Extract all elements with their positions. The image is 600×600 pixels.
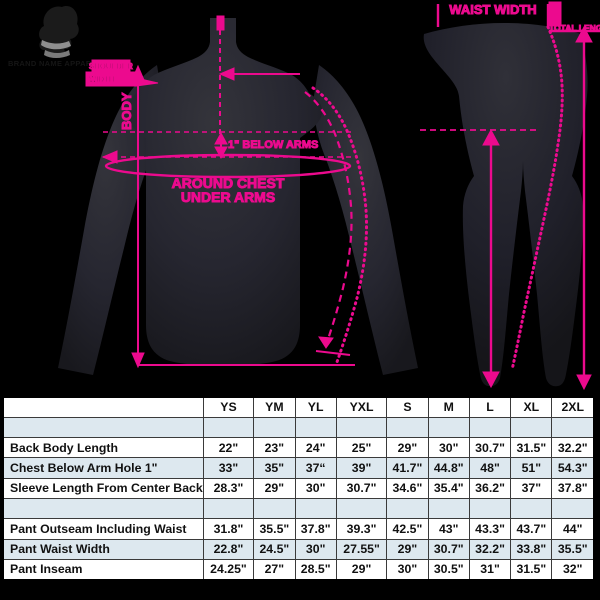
svg-text:WIDTH: WIDTH <box>89 75 115 84</box>
svg-text:BODY: BODY <box>119 92 134 130</box>
svg-text:SHOULDER: SHOULDER <box>89 62 133 71</box>
svg-text:UNDER ARMS: UNDER ARMS <box>181 189 275 205</box>
svg-text:BRAND NAME APPAREL: BRAND NAME APPAREL <box>8 59 102 68</box>
svg-text:WAIST WIDTH: WAIST WIDTH <box>449 2 536 17</box>
svg-text:1" BELOW ARMS: 1" BELOW ARMS <box>228 139 318 151</box>
